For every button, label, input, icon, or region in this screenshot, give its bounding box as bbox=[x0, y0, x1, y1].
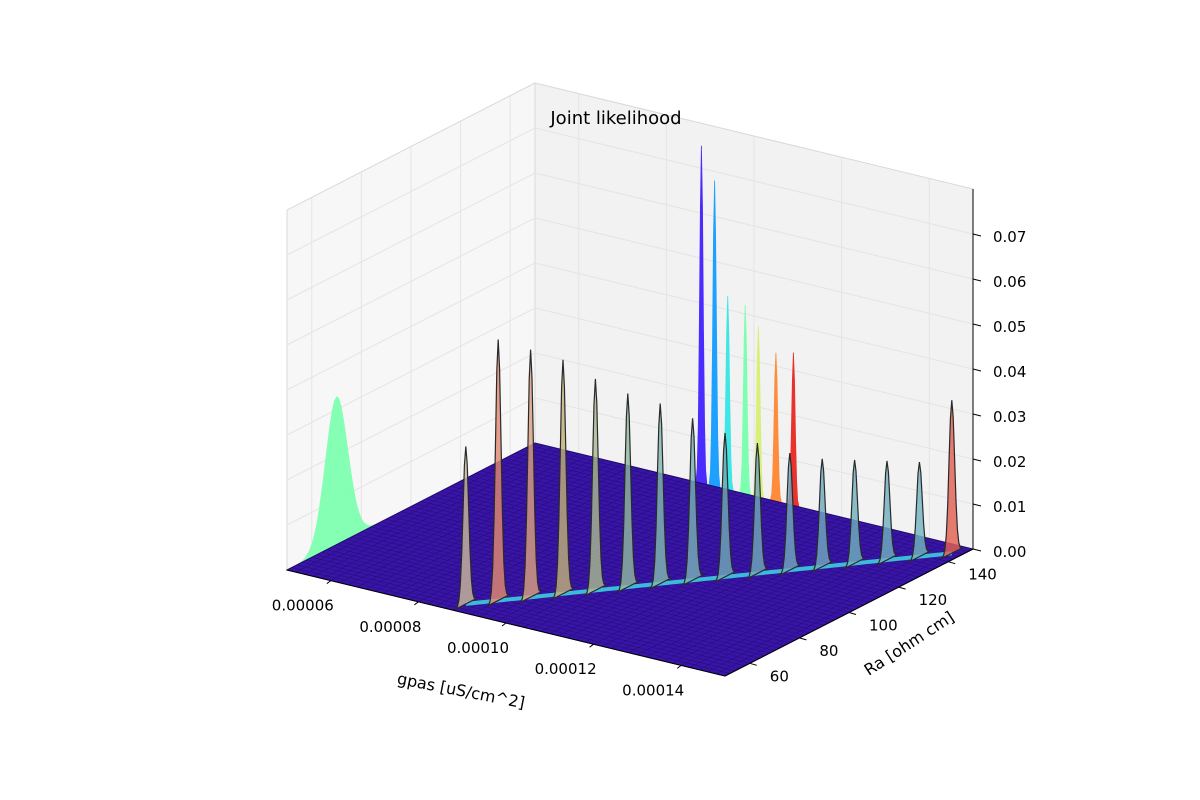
surface-mesh-line bbox=[291, 567, 731, 674]
ridge-peak bbox=[454, 446, 478, 611]
ridge-peak bbox=[907, 462, 931, 563]
x-tick-label: 0.00014 bbox=[622, 681, 684, 699]
ridge-peak bbox=[583, 378, 607, 597]
ridge-peak bbox=[940, 400, 964, 560]
z-tick-mark bbox=[972, 413, 982, 417]
y-tick-mark bbox=[749, 662, 757, 666]
z-tick-mark bbox=[972, 278, 982, 282]
ridge-peak bbox=[681, 418, 705, 587]
y-axis-ticks: 60 80 100 120 140 bbox=[749, 561, 997, 685]
x-tick-mark bbox=[414, 601, 419, 606]
surface-mesh-line bbox=[366, 529, 805, 636]
ridge-peak bbox=[648, 403, 672, 590]
z-gridline bbox=[286, 307, 974, 436]
x-tick-label: 0.00010 bbox=[447, 639, 509, 657]
surface-mesh-line bbox=[450, 485, 889, 593]
z-tick-mark bbox=[972, 458, 982, 462]
z-gridline bbox=[286, 397, 974, 526]
ridge-peak bbox=[778, 453, 802, 577]
z-tick-mark bbox=[972, 368, 982, 372]
x-tick-label: 0.00008 bbox=[359, 618, 421, 636]
z-tick-mark bbox=[972, 323, 982, 327]
surface-mesh-line bbox=[430, 496, 869, 603]
z-gridline bbox=[286, 352, 974, 481]
surface-mesh-line bbox=[311, 557, 750, 664]
z-gridline bbox=[286, 172, 974, 301]
surface-mesh-line bbox=[401, 511, 840, 618]
z-tick-mark bbox=[972, 548, 982, 552]
x-tick-mark bbox=[326, 580, 332, 584]
x-tick-mark bbox=[676, 665, 682, 669]
y-tick-label: 120 bbox=[919, 591, 948, 609]
ridge-peak bbox=[713, 432, 737, 584]
chart-title: Joint likelihood bbox=[549, 108, 681, 129]
z-tick-label: 0.04 bbox=[993, 363, 1026, 381]
surface-mesh-line bbox=[361, 531, 800, 639]
ridge-footprint bbox=[465, 551, 953, 606]
surface-mesh-line bbox=[529, 445, 969, 552]
y-tick-mark bbox=[948, 561, 956, 565]
x-tick-mark bbox=[589, 643, 594, 648]
ridge-peak bbox=[551, 359, 575, 600]
z-tick-mark bbox=[972, 233, 982, 237]
ra-wall-projection-peak bbox=[770, 352, 782, 504]
y-tick-mark bbox=[848, 612, 857, 615]
ridge-peak bbox=[843, 459, 867, 570]
ridge-peak bbox=[810, 458, 834, 573]
x-tick-label: 0.00006 bbox=[272, 597, 334, 615]
surface-mesh-line bbox=[321, 551, 760, 659]
z-tick-mark bbox=[972, 503, 982, 507]
z-gridline bbox=[286, 127, 974, 256]
surface-mesh-line bbox=[326, 549, 765, 656]
surface-mesh-line bbox=[316, 554, 755, 662]
y-tick-label: 60 bbox=[770, 667, 789, 685]
surface-mesh-line bbox=[415, 503, 855, 611]
x-axis-ticks: 0.00006 0.00008 0.00010 0.00012 0.00014 bbox=[272, 580, 684, 699]
surface-mesh-line bbox=[356, 534, 795, 641]
surface-mesh-line bbox=[480, 470, 919, 578]
y-tick-mark bbox=[799, 637, 807, 641]
ridge-peak bbox=[486, 339, 510, 607]
z-tick-label: 0.01 bbox=[993, 498, 1026, 516]
z-gridline bbox=[286, 262, 974, 391]
gpas-wall-projection-peak bbox=[292, 396, 392, 568]
z-tick-label: 0.02 bbox=[993, 453, 1026, 471]
surface-mesh-line bbox=[301, 562, 740, 669]
ra-wall-projection-peak bbox=[695, 145, 708, 486]
y-tick-label: 140 bbox=[968, 566, 997, 584]
y-tick-label: 80 bbox=[819, 642, 838, 660]
x-tick-mark bbox=[501, 622, 507, 627]
z-tick-label: 0.07 bbox=[993, 228, 1026, 246]
y-tick-label: 100 bbox=[869, 617, 898, 635]
surface-mesh-line bbox=[515, 452, 954, 560]
x-tick-label: 0.00012 bbox=[535, 660, 597, 678]
z-tick-label: 0.05 bbox=[993, 318, 1026, 336]
ra-wall-projection-peak bbox=[739, 304, 751, 496]
surface-mesh-line bbox=[331, 546, 770, 654]
ridge-peak bbox=[616, 393, 640, 594]
surface-mesh-line bbox=[296, 564, 735, 672]
ridge-peak bbox=[519, 349, 543, 604]
surface-mesh-line bbox=[306, 559, 745, 667]
z-tick-label: 0.06 bbox=[993, 273, 1026, 291]
ridge-peak bbox=[745, 442, 769, 580]
z-gridline bbox=[286, 217, 974, 346]
z-axis-ticks: 0.00 0.01 0.02 0.03 0.04 0.05 0.06 0.07 bbox=[972, 228, 1026, 561]
y-tick-mark bbox=[898, 586, 906, 590]
z-tick-label: 0.00 bbox=[993, 543, 1026, 561]
likelihood-ridge-peaks bbox=[454, 339, 964, 611]
surface-mesh-line bbox=[510, 455, 949, 562]
surface-mesh-line bbox=[500, 460, 939, 568]
surface-mesh-line bbox=[386, 518, 825, 626]
z-tick-label: 0.03 bbox=[993, 408, 1026, 426]
ra-wall-projection-peak bbox=[708, 180, 721, 489]
ridge-peak bbox=[875, 460, 899, 567]
